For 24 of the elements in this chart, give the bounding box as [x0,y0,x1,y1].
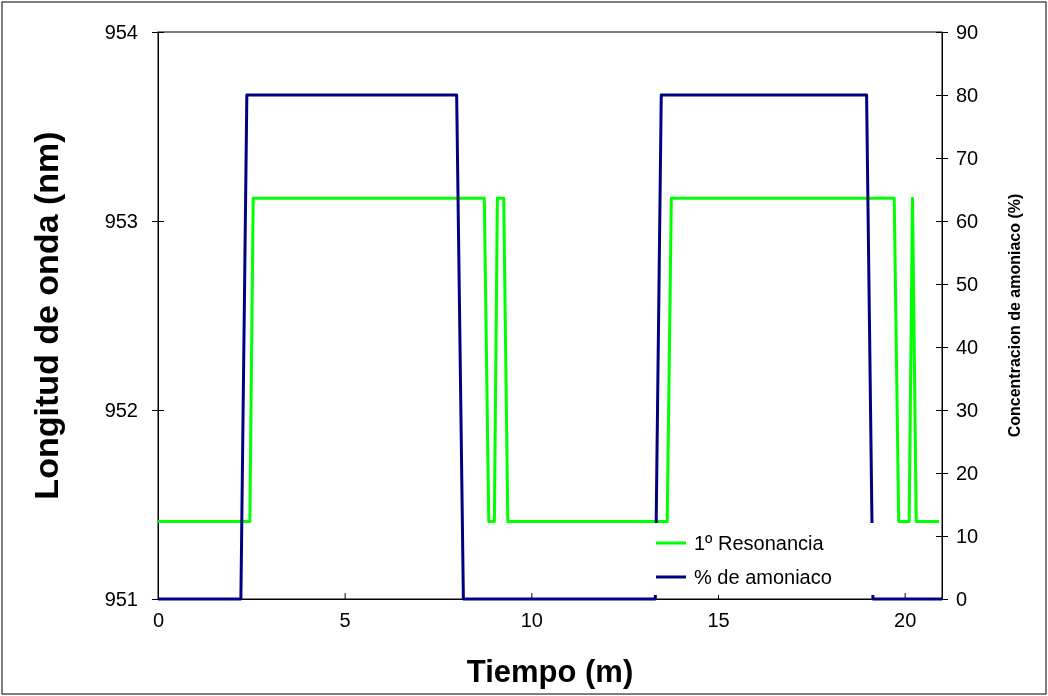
x-tick-label: 20 [894,609,917,632]
y-tick-label: 952 [104,398,138,421]
y2-tick-label: 50 [956,272,979,295]
x-tick-label: 0 [152,609,165,632]
y2-tick-label: 30 [956,398,979,421]
x-tick-label: 5 [339,609,351,632]
y2-tick-label: 10 [956,524,979,547]
y-tick-label: 951 [104,587,138,610]
y-tick-label: 954 [104,20,138,43]
y2-tick-label: 80 [956,83,979,106]
y2-tick-label: 20 [956,461,979,484]
y2-tick-label: 90 [956,20,979,43]
x-tick-label: 10 [520,609,543,632]
y-tick-label: 953 [104,209,138,232]
legend-label: % de amoniaco [694,566,832,588]
x-axis-title: Tiempo (m) [466,654,634,689]
x-tick-label: 15 [707,609,730,632]
y2-tick-label: 60 [956,209,979,232]
legend-label: 1º Resonancia [694,532,825,554]
y-axis-title: Longitud de onda (nm) [27,131,65,500]
y2-tick-label: 70 [956,146,979,169]
y2-tick-label: 40 [956,335,979,358]
y2-tick-label: 0 [956,587,968,610]
y2-axis-title: Concentracion de amoniaco (%) [1006,193,1023,438]
